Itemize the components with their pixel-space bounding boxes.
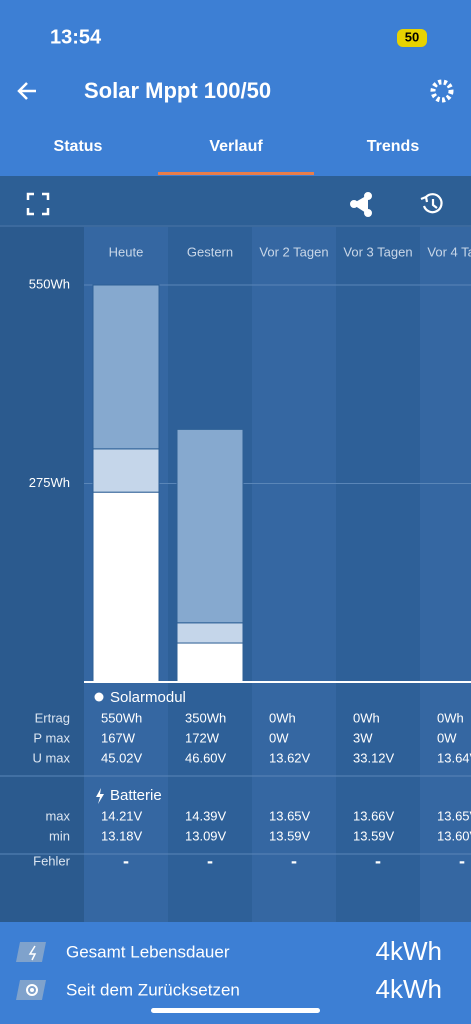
cell: 0W [437, 730, 457, 745]
row-label: U max [32, 750, 70, 765]
column-bg [252, 227, 336, 922]
sun-icon [94, 692, 104, 702]
bar-segment [92, 491, 160, 683]
section-title: Batterie [110, 787, 162, 804]
x-tick-label: Heute [109, 244, 144, 259]
x-tick-label: Gestern [187, 244, 233, 259]
header-bg [0, 0, 471, 176]
row-label: min [49, 828, 70, 843]
x-tick-label: Vor 3 Tagen [343, 244, 412, 259]
cell: 0Wh [353, 710, 380, 725]
cell: 0W [269, 730, 289, 745]
tab-indicator [158, 172, 314, 175]
cell: 14.39V [185, 808, 227, 823]
back-button[interactable] [17, 82, 36, 100]
row-label: Fehler [33, 853, 71, 868]
cell: 172W [185, 730, 220, 745]
battery-level: 50 [405, 29, 419, 44]
tab[interactable]: Status [54, 138, 103, 155]
bolt-icon [96, 788, 104, 804]
label-column [0, 227, 84, 922]
battery-icon [397, 29, 427, 47]
bar-segment [176, 642, 244, 683]
bar-segment [92, 448, 160, 493]
row-label: max [45, 808, 70, 823]
cell: 13.65V [437, 808, 471, 823]
cell: 3W [353, 730, 373, 745]
cell: 13.59V [353, 828, 395, 843]
cell: - [207, 851, 213, 871]
cell: 13.62V [269, 750, 311, 765]
cell: 550Wh [101, 710, 142, 725]
cell: 350Wh [185, 710, 226, 725]
time: 13:54 [50, 26, 102, 48]
bar-segment [176, 428, 244, 624]
section-title: Solarmodul [110, 689, 186, 706]
cell: 13.09V [185, 828, 227, 843]
column-bg [420, 227, 471, 922]
footer-value: 4kWh [376, 936, 442, 966]
row-label: P max [33, 730, 70, 745]
home-indicator [151, 1008, 320, 1013]
history-button[interactable] [420, 193, 443, 214]
cell: 13.60V [437, 828, 471, 843]
fullscreen-button[interactable] [26, 192, 50, 216]
footer-label: Gesamt Lebensdauer [66, 942, 230, 961]
tab[interactable]: Trends [367, 138, 420, 155]
footer-label: Seit dem Zurücksetzen [66, 980, 240, 999]
share-button[interactable] [350, 192, 372, 217]
cell: 45.02V [101, 750, 143, 765]
cell: 46.60V [185, 750, 227, 765]
tab[interactable]: Verlauf [209, 138, 263, 155]
footer-bg [0, 922, 471, 1024]
cell: - [123, 851, 129, 871]
bar-segment [92, 284, 160, 450]
cell: 13.65V [269, 808, 311, 823]
settings-button[interactable] [430, 79, 454, 103]
cell: 0Wh [269, 710, 296, 725]
cell: 167W [101, 730, 136, 745]
cell: 13.18V [101, 828, 143, 843]
y-tick-label: 275Wh [29, 475, 70, 490]
x-tick-label: Vor 4 Tagen [427, 244, 471, 259]
row-label: Ertrag [35, 710, 70, 725]
cell: 13.66V [353, 808, 395, 823]
column-bg [336, 227, 420, 922]
bar-segment [176, 622, 244, 644]
footer-value: 4kWh [376, 974, 442, 1004]
cell: - [459, 851, 465, 871]
cell: 13.59V [269, 828, 311, 843]
cell: 33.12V [353, 750, 395, 765]
header-title: Solar Mppt 100/50 [84, 78, 271, 103]
x-tick-label: Vor 2 Tagen [259, 244, 328, 259]
cell: 13.64V [437, 750, 471, 765]
footer-icon [16, 942, 46, 962]
cell: - [375, 851, 381, 871]
cell: 0Wh [437, 710, 464, 725]
footer-icon [16, 980, 46, 1000]
cell: - [291, 851, 297, 871]
y-tick-label: 550Wh [29, 276, 70, 291]
cell: 14.21V [101, 808, 143, 823]
